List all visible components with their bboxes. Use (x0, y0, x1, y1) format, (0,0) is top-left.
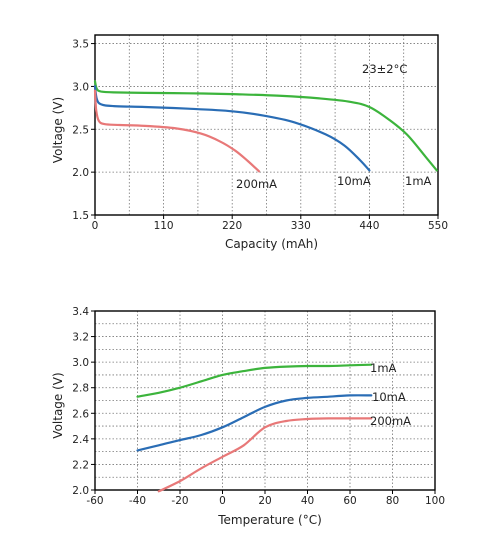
y-tick-label: 3.5 (72, 39, 89, 51)
x-tick-label: 20 (258, 495, 271, 507)
y-tick-label: 2.8 (72, 383, 89, 395)
y-tick-label: 3.0 (72, 357, 89, 369)
y-tick-label: 2.4 (72, 434, 89, 446)
y-tick-label: 3.4 (72, 306, 89, 318)
series-line-200ma (95, 91, 259, 172)
x-tick-label: 40 (301, 495, 314, 507)
x-tick-label: 110 (154, 220, 174, 232)
series-label-200ma: 200mA (370, 414, 411, 428)
x-tick-label: 0 (219, 495, 226, 507)
series-label-10ma: 10mA (337, 174, 371, 188)
series-label-1ma: 1mA (370, 361, 397, 375)
x-tick-label: -20 (171, 495, 188, 507)
y-tick-label: 2.5 (72, 124, 89, 136)
x-tick-label: 100 (425, 495, 445, 507)
y-axis-label: Voltage (V) (51, 97, 65, 163)
x-tick-label: 0 (92, 220, 99, 232)
x-tick-label: 60 (343, 495, 356, 507)
y-tick-label: 2.6 (72, 408, 89, 420)
y-tick-label: 2.0 (72, 485, 89, 497)
y-tick-label: 3.2 (72, 332, 89, 344)
series-label-200ma: 200mA (236, 177, 277, 191)
y-tick-label: 3.0 (72, 81, 89, 93)
y-tick-label: 2.2 (72, 459, 89, 471)
series-line-1ma (138, 365, 372, 397)
x-tick-label: -40 (129, 495, 146, 507)
series-label-1ma: 1mA (405, 174, 432, 188)
x-tick-label: 80 (386, 495, 399, 507)
y-axis-label: Voltage (V) (51, 372, 65, 438)
x-tick-label: 330 (291, 220, 311, 232)
x-tick-label: 440 (359, 220, 379, 232)
x-axis-label: Capacity (mAh) (225, 237, 318, 251)
series-label-10ma: 10mA (372, 390, 406, 404)
temperature-annotation: 23±2°C (362, 62, 407, 76)
y-tick-label: 1.5 (72, 210, 89, 222)
temperature-chart: -60 -40 -20 0 20 40 60 80 1002.02.22.42.62.83.03… (51, 306, 445, 527)
x-tick-label: 220 (222, 220, 242, 232)
x-tick-label: 550 (428, 220, 448, 232)
x-axis-label: Temperature (°C) (217, 513, 322, 527)
y-tick-label: 2.0 (72, 167, 89, 179)
series-line-10ma (138, 395, 372, 450)
capacity-chart: 0 110 220 330 440 550 1.5 2.0 2.5 3.0 3.5 Capacity … (51, 35, 448, 251)
